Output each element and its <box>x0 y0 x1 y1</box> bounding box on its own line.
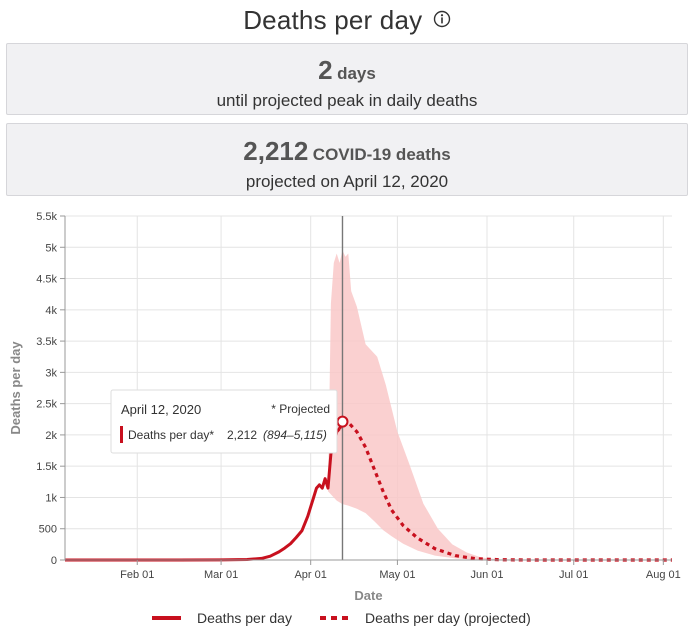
y-tick-label: 3.5k <box>36 336 57 348</box>
days-to-peak-value: 2 <box>318 55 333 85</box>
projected-deaths-unit: COVID-19 deaths <box>312 145 451 164</box>
axes: 0 500 1k 1.5k 2k 2.5k 3k 3.5k 4k 4.5k 5k 5.5k Feb 01… <box>8 211 681 603</box>
uncertainty-band <box>328 250 528 560</box>
series-lines <box>65 216 672 562</box>
deaths-per-day-chart[interactable]: 0 500 1k 1.5k 2k 2.5k 3k 3.5k 4k 4.5k 5k 5.5k Feb 01… <box>0 204 694 635</box>
x-tick-label: Mar 01 <box>204 569 238 581</box>
observed-deaths-line <box>65 427 341 562</box>
tooltip-series-label: Deaths per day* <box>128 428 214 442</box>
legend-label-projected: Deaths per day (projected) <box>365 610 531 626</box>
tooltip-series-swatch <box>120 426 123 443</box>
days-to-peak-unit: days <box>337 64 376 83</box>
days-to-peak-card: 2 days until projected peak in daily dea… <box>6 43 688 115</box>
x-tick-label: May 01 <box>379 569 415 581</box>
projected-deaths-caption: projected on April 12, 2020 <box>245 172 449 191</box>
y-tick-label: 5.5k <box>36 211 57 223</box>
y-tick-label: 4.5k <box>36 274 57 286</box>
y-tick-label: 1k <box>45 492 57 504</box>
tooltip: April 12, 2020 * Projected Deaths per day*… <box>110 389 338 454</box>
days-to-peak-value-row: 2 days <box>7 56 687 89</box>
tooltip-range: (894–5,115) <box>263 428 327 442</box>
x-tick-label: Apr 01 <box>294 569 326 581</box>
chart-header: Deaths per day <box>0 0 694 40</box>
page-title: Deaths per day <box>243 5 423 35</box>
projected-deaths-value: 2,212 <box>243 136 309 166</box>
projected-deaths-value-row: 2,212 COVID-19 deaths <box>7 137 687 170</box>
y-tick-label: 4k <box>45 305 57 317</box>
y-tick-label: 3k <box>45 367 57 379</box>
x-tick-label: Jul 01 <box>559 569 588 581</box>
x-tick-label: Jun 01 <box>470 569 503 581</box>
tooltip-box <box>110 389 338 454</box>
tooltip-value: 2,212 <box>227 428 257 442</box>
y-tick-label: 5k <box>45 242 57 254</box>
y-tick-label: 1.5k <box>36 461 57 473</box>
info-circle-icon[interactable] <box>433 10 451 33</box>
projected-deaths-card: 2,212 COVID-19 deaths projected on April… <box>6 123 688 196</box>
x-tick-label: Aug 01 <box>646 569 681 581</box>
legend[interactable]: Deaths per day Deaths per day (projected) <box>152 610 531 626</box>
y-tick-label: 0 <box>51 555 57 567</box>
y-tick-label: 2k <box>45 430 57 442</box>
y-tick-label: 500 <box>39 524 57 536</box>
projected-deaths-line <box>338 420 672 562</box>
tooltip-note: * Projected <box>271 402 330 416</box>
legend-label-observed: Deaths per day <box>197 610 292 626</box>
y-tick-label: 2.5k <box>36 399 57 411</box>
legend-item-projected[interactable]: Deaths per day (projected) <box>320 610 531 626</box>
y-axis-title: Deaths per day <box>8 341 23 435</box>
days-to-peak-caption: until projected peak in daily deaths <box>216 91 478 110</box>
tooltip-date: April 12, 2020 <box>121 402 201 417</box>
x-axis-title: Date <box>354 588 382 603</box>
uncertainty-band-area <box>328 250 528 560</box>
x-tick-label: Feb 01 <box>120 569 154 581</box>
legend-item-observed[interactable]: Deaths per day <box>152 610 292 626</box>
hover-point-marker <box>336 415 349 428</box>
